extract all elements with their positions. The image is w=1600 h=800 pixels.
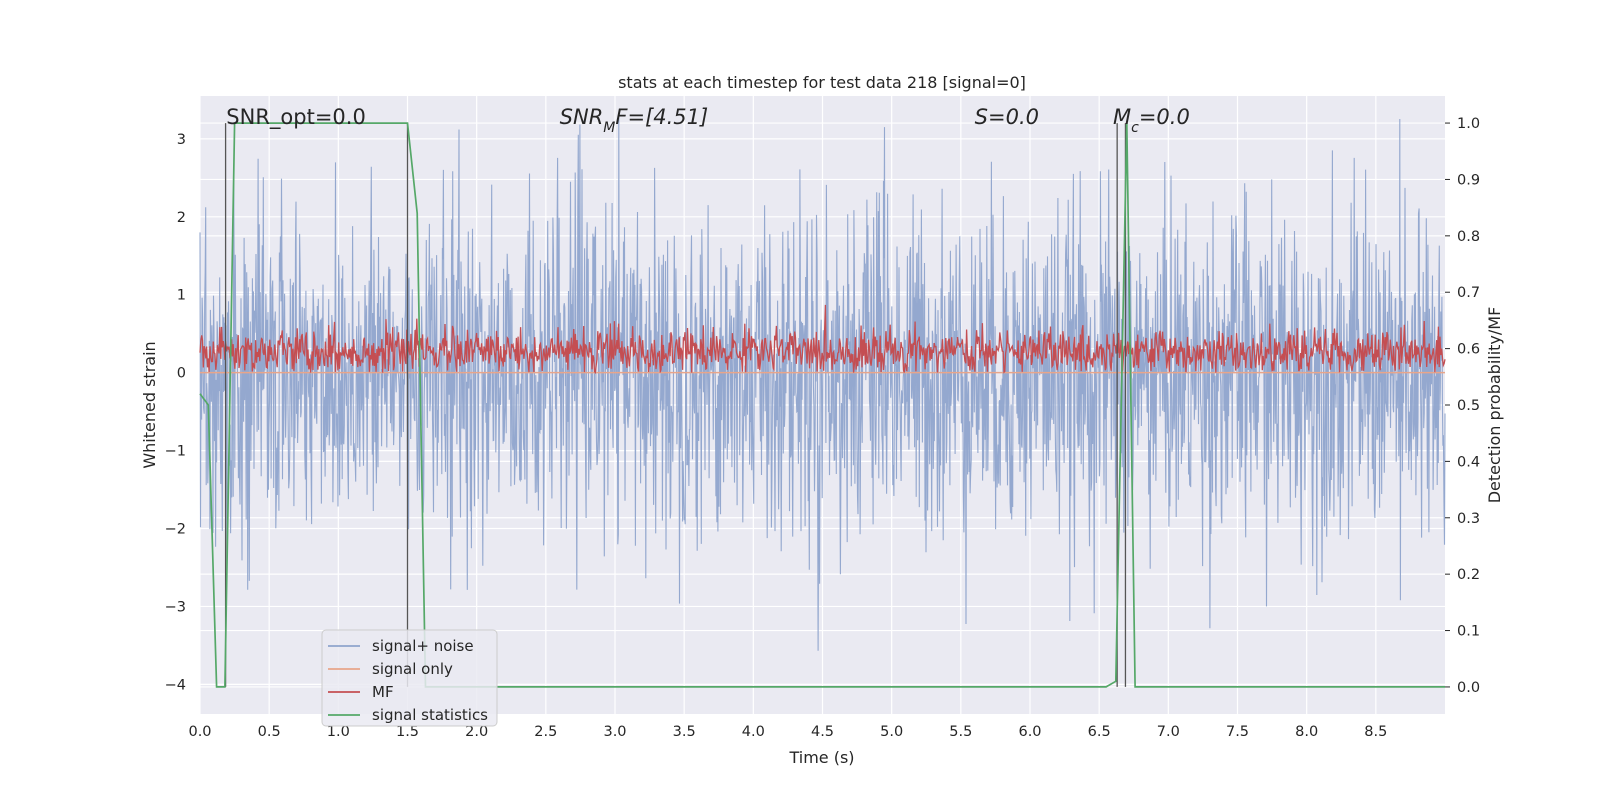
annotation-label: S=0.0 [975,105,1039,129]
x-tick-label: 5.5 [949,724,972,740]
y-tick-label: −2 [165,522,186,538]
x-tick-label: 6.0 [1018,724,1041,740]
legend-label: signal+ noise [372,637,474,655]
x-tick-label: 5.0 [880,724,903,740]
y-tick-label-right: 0.7 [1457,285,1480,301]
y-tick-label: −1 [165,444,186,460]
legend-label: signal only [372,660,453,678]
x-tick-label: 0.5 [258,724,281,740]
y-tick-label: 3 [177,132,186,148]
x-tick-label: 7.5 [1226,724,1249,740]
x-tick-label: 8.0 [1295,724,1318,740]
x-tick-label: 6.5 [1088,724,1111,740]
y-tick-label-right: 1.0 [1457,116,1480,132]
x-tick-label: 4.5 [811,724,834,740]
x-axis-label: Time (s) [788,748,854,767]
legend-box [321,629,498,727]
y-tick-label-right: 0.2 [1457,567,1480,583]
y-axis-label-right: Detection probability/MF [1485,307,1504,504]
x-tick-label: 1.0 [327,724,350,740]
y-tick-label-right: 0.6 [1457,342,1480,358]
x-tick-label: 0.0 [188,724,211,740]
legend-label: signal statistics [372,706,488,724]
x-tick-label: 2.5 [534,724,557,740]
y-tick-label: −3 [165,599,186,615]
legend-label: MF [372,683,394,701]
y-tick-label-right: 0.8 [1457,229,1480,245]
y-axis-label: Whitened strain [140,341,159,468]
y-tick-label-right: 0.5 [1457,398,1480,414]
chart-title: stats at each timestep for test data 218… [618,73,1026,92]
y-tick-label-right: 0.9 [1457,172,1480,188]
legend: signal+ noise signal only MF signal statist… [321,629,498,727]
annotation-label: SNR_opt=0.0 [226,105,366,130]
x-tick-label: 7.0 [1157,724,1180,740]
x-tick-label: 1.5 [396,724,419,740]
y-tick-label-right: 0.4 [1457,454,1480,470]
x-tick-label: 3.5 [673,724,696,740]
y-tick-label: 2 [177,210,186,226]
x-tick-label: 8.5 [1364,724,1387,740]
x-tick-label: 3.0 [603,724,626,740]
y-tick-label-right: 0.0 [1457,680,1480,696]
y-tick-label: 0 [177,366,186,382]
y-tick-label-right: 0.1 [1457,624,1480,640]
x-tick-label: 4.0 [742,724,765,740]
y-tick-label: −4 [165,677,186,693]
x-tick-label: 2.0 [465,724,488,740]
y-tick-label: 1 [177,288,186,304]
axis-ticks: 0.0 0.5 1.0 1.5 2.0 2.5 3.0 3.5 4.0 4.5 5.0 5.5 6.0 6… [165,116,1480,740]
y-tick-label-right: 0.3 [1457,511,1480,527]
